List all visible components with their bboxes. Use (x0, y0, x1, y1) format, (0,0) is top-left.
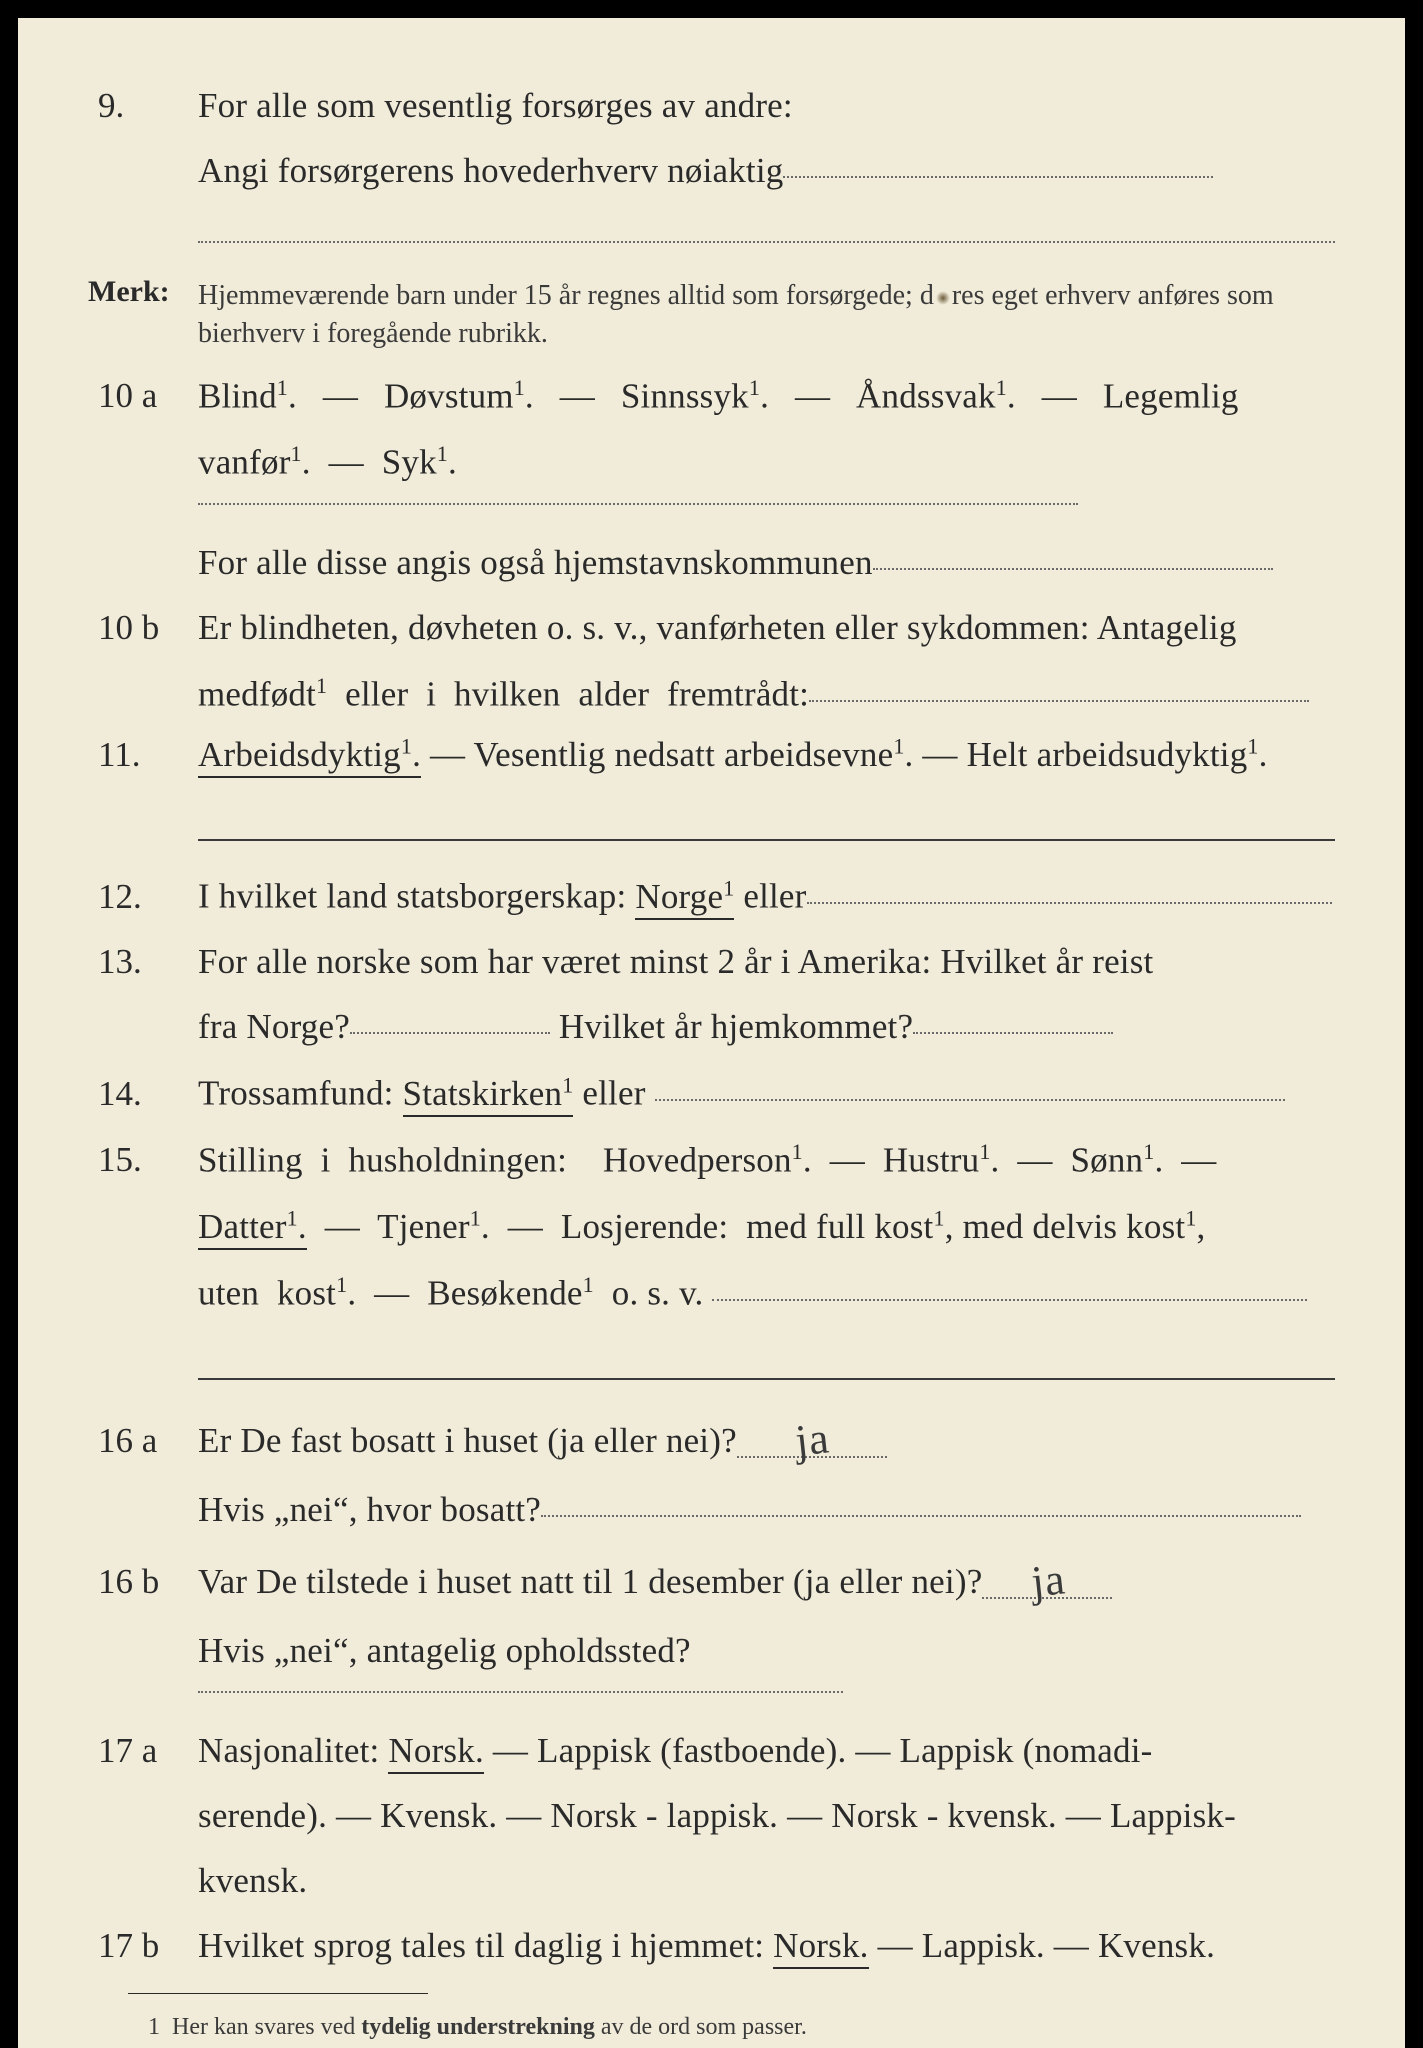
question-10a: 10 a Blind1. — Døvstum1. — Sinnssyk1. — … (88, 377, 1335, 414)
q14-number: 14. (88, 1076, 198, 1111)
q16a-line2: Hvis „nei“, hvor bosatt? (88, 1492, 1335, 1527)
q17a-number: 17 a (88, 1733, 198, 1768)
question-16a: 16 a Er De fast bosatt i huset (ja eller… (88, 1416, 1335, 1462)
footnote: 1 Her kan svares ved tydelig understrekn… (88, 2014, 1335, 2041)
q15-number: 15. (88, 1142, 198, 1177)
q17a-line3: kvensk. (88, 1863, 1335, 1898)
q16b-line2: Hvis „nei“, antagelig opholdssted? (88, 1633, 1335, 1703)
q16b-number: 16 b (88, 1564, 198, 1599)
q10b-number: 10 b (88, 610, 198, 645)
q15-line2: Datter1. — Tjener1. — Losjerende: med fu… (88, 1207, 1335, 1244)
q9-line2-text: Angi forsørgerens hovederhverv nøiaktig (198, 151, 783, 190)
question-15: 15. Stilling i husholdningen: Hovedperso… (88, 1141, 1335, 1178)
merk-label: Merk: (88, 277, 198, 307)
q10a-number: 10 a (88, 378, 198, 413)
question-9: 9. For alle som vesentlig forsørges av a… (88, 88, 1335, 123)
q13-line2: fra Norge? Hvilket år hjemkommet? (88, 1009, 1335, 1044)
q13-number: 13. (88, 944, 198, 979)
q9-blank-line (88, 218, 1335, 253)
question-10b: 10 b Er blindheten, døvheten o. s. v., v… (88, 610, 1335, 645)
merk-text: Hjemmeværende barn under 15 år regnes al… (198, 277, 1335, 353)
question-17a: 17 a Nasjonalitet: Norsk. — Lappisk (fas… (88, 1733, 1335, 1768)
q17a-selected: Norsk. (388, 1731, 484, 1774)
question-13: 13. For alle norske som har været minst … (88, 944, 1335, 979)
q10b-line1: Er blindheten, døvheten o. s. v., vanfør… (198, 610, 1335, 645)
q15-line3: uten kost1. — Besøkende1 o. s. v. (88, 1274, 1335, 1311)
q11-rest: — Vesentlig nedsatt arbeidsevne1. — Helt… (421, 735, 1268, 774)
q9-number: 9. (88, 88, 198, 123)
merk-note: Merk: Hjemmeværende barn under 15 år reg… (88, 277, 1335, 353)
question-14: 14. Trossamfund: Statskirken1 eller (88, 1074, 1335, 1111)
q16b-answer: ja (1029, 1557, 1067, 1604)
q9-line1: For alle som vesentlig forsørges av andr… (198, 88, 1335, 123)
question-17b: 17 b Hvilket sprog tales til daglig i hj… (88, 1928, 1335, 1963)
footnote-rule (128, 1993, 428, 1994)
q17b-number: 17 b (88, 1928, 198, 1963)
q10a-line2: vanfør1. — Syk1. (88, 443, 1335, 515)
q15-line1: Stilling i husholdningen: Hovedperson1. … (198, 1141, 1335, 1178)
question-11: 11. Arbeidsdyktig1. — Vesentlig nedsatt … (88, 736, 1335, 773)
q10a-line3: For alle disse angis også hjemstavnskomm… (88, 545, 1335, 580)
q11-selected: Arbeidsdyktig1. (198, 735, 421, 778)
q17a-line2: serende). — Kvensk. — Norsk - lappisk. —… (88, 1798, 1335, 1833)
q15-rule (88, 1351, 1335, 1386)
q11-number: 11. (88, 737, 198, 772)
q16a-answer: ja (793, 1416, 831, 1463)
q9-line2: Angi forsørgerens hovederhverv nøiaktig (88, 153, 1335, 188)
question-12: 12. I hvilket land statsborgerskap: Norg… (88, 877, 1335, 914)
q12-number: 12. (88, 879, 198, 914)
document-page: 9. For alle som vesentlig forsørges av a… (18, 18, 1405, 2048)
q13-line1: For alle norske som har været minst 2 år… (198, 944, 1335, 979)
q11-rule (88, 812, 1335, 847)
q10b-line2: medfødt1 eller i hvilken alder fremtrådt… (88, 675, 1335, 712)
q17b-selected: Norsk. (773, 1926, 869, 1969)
q15-selected: Datter1. (198, 1207, 307, 1250)
q10a-line1: Blind1. — Døvstum1. — Sinnssyk1. — Åndss… (198, 377, 1335, 414)
q16a-number: 16 a (88, 1423, 198, 1458)
question-16b: 16 b Var De tilstede i huset natt til 1 … (88, 1557, 1335, 1603)
q14-selected: Statskirken1 (403, 1074, 574, 1117)
q12-selected: Norge1 (635, 877, 734, 920)
